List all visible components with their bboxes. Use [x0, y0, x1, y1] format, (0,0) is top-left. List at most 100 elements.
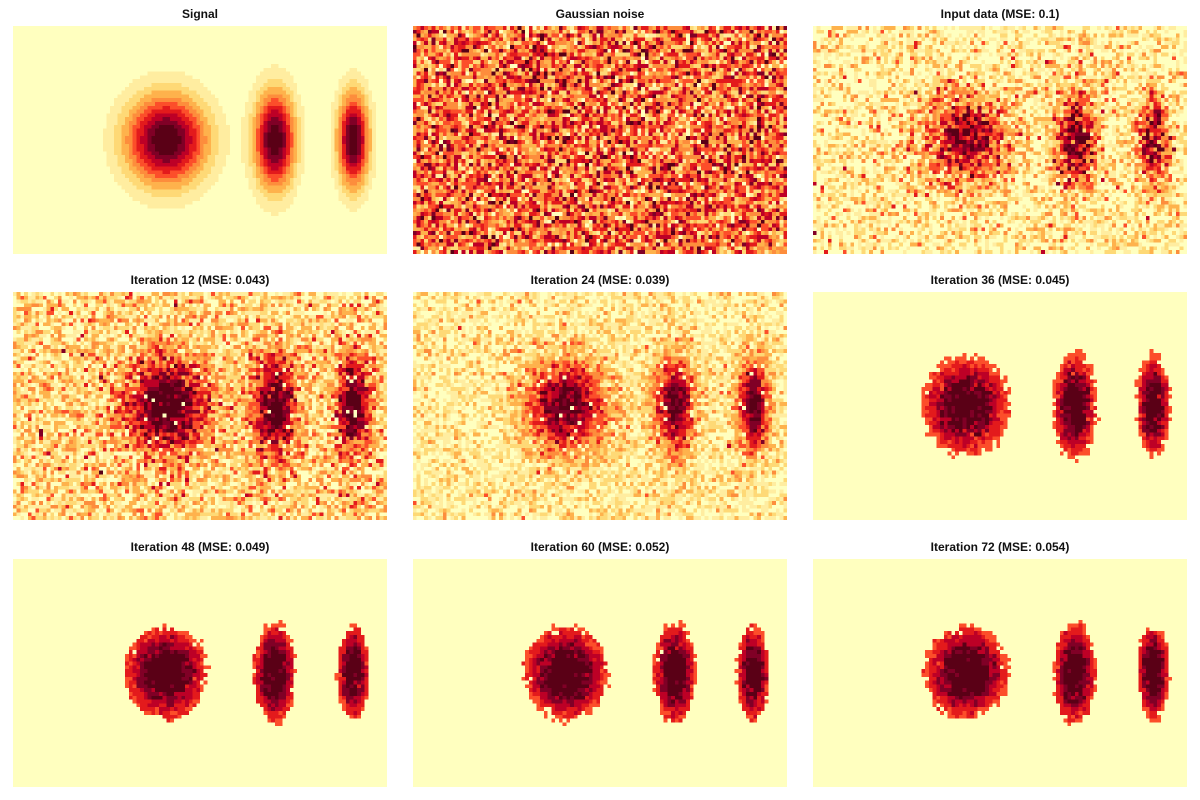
heatmap-cell: [166, 37, 171, 42]
heatmap-cell: [87, 33, 92, 38]
heatmap-cell: [173, 86, 178, 91]
heatmap-cell: [147, 170, 152, 175]
heatmap-cell: [35, 166, 40, 171]
heatmap-cell: [319, 86, 324, 91]
heatmap-cell: [99, 94, 104, 99]
heatmap-cell: [166, 117, 171, 122]
heatmap-cell: [106, 136, 111, 141]
heatmap-cell: [39, 75, 44, 80]
heatmap-cell: [289, 166, 294, 171]
heatmap-cell: [91, 33, 96, 38]
heatmap-cell: [218, 143, 223, 148]
heatmap-cell: [338, 83, 343, 88]
heatmap-cell: [121, 128, 126, 133]
heatmap-cell: [226, 29, 231, 34]
heatmap-cell: [50, 45, 55, 50]
heatmap-cell: [278, 185, 283, 190]
heatmap-cell: [132, 90, 137, 95]
heatmap-cell: [158, 75, 163, 80]
heatmap-cell: [16, 147, 21, 152]
heatmap-cell: [282, 147, 287, 152]
heatmap-cell: [330, 124, 335, 129]
heatmap-cell: [372, 197, 377, 202]
heatmap-cell: [248, 75, 253, 80]
heatmap-cell: [162, 90, 167, 95]
heatmap-cell: [57, 33, 62, 38]
heatmap-cell: [383, 45, 387, 50]
heatmap-cell: [353, 162, 358, 167]
heatmap-cell: [315, 132, 321, 137]
heatmap-cell: [72, 48, 77, 53]
heatmap-cell: [323, 162, 328, 167]
heatmap-cell: [46, 109, 51, 114]
heatmap-cell: [24, 79, 29, 84]
heatmap-cell: [128, 174, 134, 179]
heatmap-cell: [76, 94, 81, 99]
heatmap-cell: [353, 200, 358, 205]
heatmap-cell: [375, 56, 380, 61]
heatmap-cell: [192, 121, 197, 126]
heatmap-cell: [222, 200, 227, 205]
heatmap-cell: [226, 64, 231, 69]
heatmap-cell: [72, 200, 77, 205]
heatmap-cell: [252, 155, 257, 160]
heatmap-cell: [117, 170, 122, 175]
heatmap-cell: [267, 124, 272, 129]
heatmap-cell: [244, 75, 249, 80]
heatmap-cell: [128, 52, 134, 57]
heatmap-cell: [297, 48, 302, 53]
heatmap-cell: [289, 56, 294, 61]
heatmap-cell: [218, 33, 223, 38]
heatmap-cell: [300, 60, 306, 65]
heatmap-cell: [353, 185, 358, 190]
heatmap-cell: [196, 75, 201, 80]
heatmap-cell: [286, 48, 291, 53]
heatmap-cell: [35, 33, 40, 38]
heatmap-cell: [233, 26, 238, 31]
heatmap-cell: [353, 75, 358, 80]
heatmap-cell: [113, 67, 119, 72]
heatmap-cell: [319, 33, 324, 38]
heatmap-cell: [42, 67, 48, 72]
heatmap-cell: [50, 79, 55, 84]
heatmap-cell: [185, 109, 190, 114]
heatmap-cell: [84, 178, 89, 183]
heatmap-cell: [289, 98, 294, 103]
heatmap-cell: [128, 98, 134, 103]
heatmap-cell: [334, 26, 339, 31]
heatmap-cell: [13, 113, 18, 118]
heatmap-cell: [323, 212, 328, 217]
heatmap-cell: [65, 197, 70, 202]
heatmap-cell: [334, 75, 339, 80]
heatmap-cell: [147, 79, 152, 84]
heatmap-cell: [229, 29, 235, 34]
heatmap-cell: [69, 162, 74, 167]
heatmap-cell: [222, 60, 227, 65]
heatmap-cell: [99, 208, 104, 213]
heatmap-cell: [248, 189, 253, 194]
heatmap-cell: [214, 132, 220, 137]
heatmap-cell: [16, 212, 21, 217]
heatmap-cell: [293, 136, 298, 141]
heatmap-cell: [140, 170, 145, 175]
heatmap-cell: [300, 94, 306, 99]
heatmap-cell: [13, 60, 18, 65]
heatmap-cell: [173, 48, 178, 53]
heatmap-cell: [259, 86, 264, 91]
heatmap-cell: [143, 29, 148, 34]
heatmap-cell: [102, 208, 107, 213]
heatmap-cell: [308, 170, 313, 175]
heatmap-cell: [95, 147, 100, 152]
heatmap-cell: [151, 117, 156, 122]
heatmap-cell: [312, 155, 317, 160]
heatmap-cell: [35, 60, 40, 65]
heatmap-cell: [207, 204, 212, 209]
heatmap-cell: [278, 166, 283, 171]
heatmap-cell: [84, 113, 89, 118]
heatmap-cell: [42, 121, 48, 126]
heatmap-cell: [113, 45, 119, 50]
heatmap-cell: [91, 155, 96, 160]
heatmap-cell: [24, 48, 29, 53]
heatmap-cell: [379, 67, 384, 72]
heatmap-cell: [304, 162, 309, 167]
